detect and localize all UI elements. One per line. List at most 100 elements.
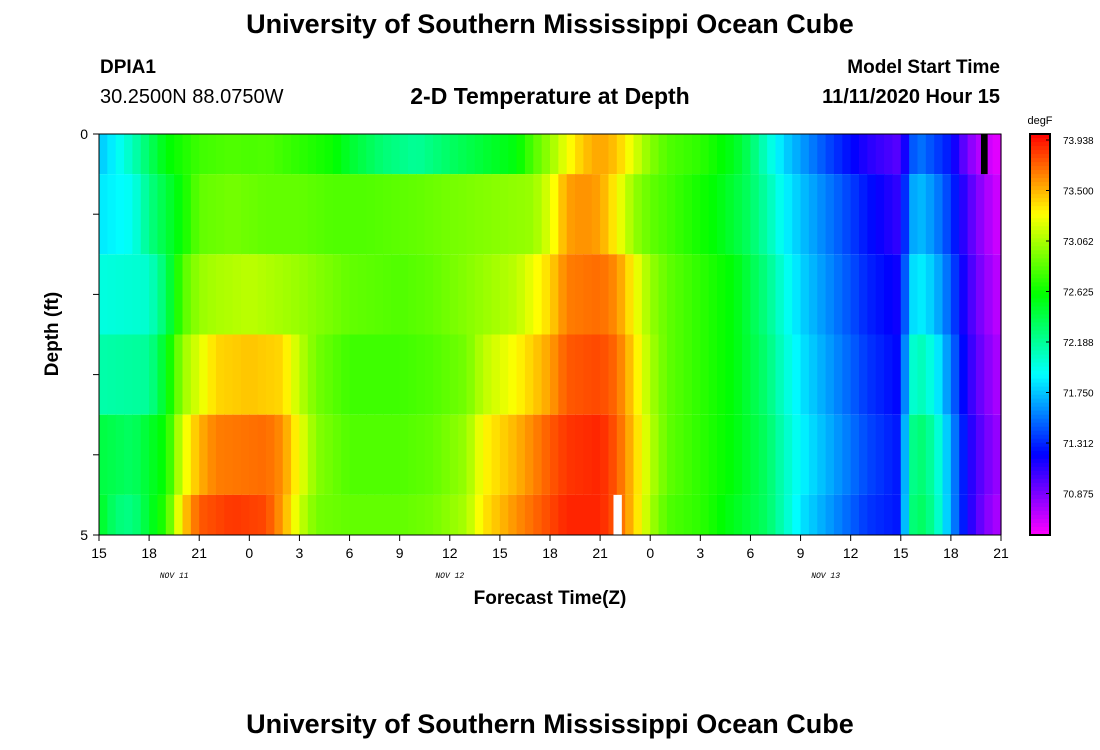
heat-cell bbox=[207, 494, 217, 535]
heat-cell bbox=[249, 414, 259, 495]
heat-cell bbox=[608, 334, 618, 415]
heat-cell bbox=[316, 414, 326, 495]
heat-cell bbox=[441, 254, 451, 335]
heat-cell bbox=[424, 134, 434, 175]
heat-cell bbox=[967, 414, 977, 495]
heat-cell bbox=[433, 414, 443, 495]
heat-cell bbox=[633, 174, 643, 255]
heat-cell bbox=[483, 494, 493, 535]
heat-cell bbox=[316, 334, 326, 415]
colorbar-tick-label: 71.750 bbox=[1063, 389, 1094, 400]
x-tick-label: 3 bbox=[296, 545, 304, 561]
heat-cell bbox=[341, 254, 351, 335]
heat-cell bbox=[675, 494, 685, 535]
station-coordinates: 30.2500N 88.0750W bbox=[100, 86, 284, 108]
heat-cell bbox=[950, 134, 960, 175]
heat-cell bbox=[491, 414, 501, 495]
colorbar-segment bbox=[1030, 282, 1050, 287]
heat-cell bbox=[99, 134, 108, 175]
heat-cell bbox=[349, 334, 359, 415]
heat-cell bbox=[249, 134, 259, 175]
colorbar-segment bbox=[1030, 246, 1050, 251]
heat-cell bbox=[374, 494, 384, 535]
heat-cell bbox=[750, 414, 760, 495]
heat-cell bbox=[541, 494, 551, 535]
colorbar-segment bbox=[1030, 418, 1050, 424]
x-axis: 15 18 21 0 3 6 9 12 15 18 21 0 3 6 9 12 15 18 21 NOV 11 NOV … bbox=[91, 535, 1009, 581]
heat-cell bbox=[382, 134, 392, 175]
heat-cell bbox=[132, 174, 142, 255]
heat-cell bbox=[132, 494, 142, 535]
heat-cell bbox=[291, 174, 301, 255]
heat-cell bbox=[583, 414, 593, 495]
heat-cell bbox=[859, 174, 868, 255]
heat-cell bbox=[925, 334, 935, 415]
heat-cell bbox=[349, 494, 359, 535]
heat-cell bbox=[357, 134, 367, 175]
heat-cell bbox=[458, 134, 468, 175]
heat-cell bbox=[566, 334, 576, 415]
heat-cell bbox=[524, 414, 534, 495]
heat-cell bbox=[608, 254, 618, 335]
heat-cell bbox=[140, 494, 150, 535]
heat-cell bbox=[708, 174, 718, 255]
heat-cell bbox=[541, 134, 551, 175]
colorbar-segment bbox=[1030, 294, 1050, 300]
y-tick-label: 5 bbox=[80, 527, 88, 543]
heat-cell bbox=[808, 414, 818, 495]
heat-cell bbox=[449, 254, 459, 335]
heat-cell bbox=[349, 174, 359, 255]
heat-cell bbox=[875, 174, 885, 255]
heat-cell bbox=[441, 414, 451, 495]
heat-cell bbox=[99, 174, 108, 255]
heat-cell bbox=[950, 174, 960, 255]
heat-cell bbox=[199, 254, 209, 335]
colorbar-segment bbox=[1030, 334, 1050, 340]
heat-cell bbox=[959, 414, 969, 495]
heat-cell bbox=[483, 334, 493, 415]
heat-cell bbox=[499, 174, 509, 255]
heat-cell bbox=[149, 334, 159, 415]
heat-cell bbox=[959, 254, 969, 335]
colorbar-tick-label: 72.188 bbox=[1063, 338, 1094, 349]
heat-cell bbox=[391, 494, 401, 535]
heat-cell bbox=[115, 134, 125, 175]
heat-cell bbox=[408, 134, 417, 175]
heat-cell bbox=[909, 174, 919, 255]
heat-cell bbox=[742, 174, 752, 255]
heat-cell bbox=[207, 134, 217, 175]
heat-cell bbox=[366, 414, 376, 495]
heat-cell bbox=[324, 134, 334, 175]
heat-cell bbox=[115, 254, 125, 335]
heat-cell bbox=[215, 414, 225, 495]
heat-cell bbox=[516, 174, 526, 255]
colorbar-segment bbox=[1030, 134, 1050, 139]
heat-cell bbox=[700, 494, 710, 535]
heat-cell bbox=[249, 174, 259, 255]
heat-cell bbox=[566, 254, 576, 335]
x-tick-label: 0 bbox=[245, 545, 253, 561]
heat-cell bbox=[533, 254, 543, 335]
heat-cell bbox=[190, 134, 200, 175]
colorbar-segment bbox=[1030, 374, 1050, 380]
heat-cell bbox=[174, 174, 184, 255]
heat-cell bbox=[900, 174, 910, 255]
heat-cell bbox=[240, 174, 250, 255]
heat-cell bbox=[257, 414, 267, 495]
colorbar-segment bbox=[1030, 306, 1050, 312]
x-tick-label: 6 bbox=[747, 545, 755, 561]
heat-cell bbox=[850, 134, 860, 175]
heat-cell bbox=[224, 494, 234, 535]
colorbar-segment bbox=[1030, 530, 1050, 536]
heat-cell bbox=[124, 494, 134, 535]
heat-cell bbox=[174, 494, 184, 535]
heat-cell bbox=[541, 174, 551, 255]
heat-cell bbox=[249, 494, 259, 535]
heat-cell bbox=[650, 174, 660, 255]
heat-cell bbox=[224, 254, 234, 335]
heat-cell bbox=[633, 414, 643, 495]
heat-cell bbox=[190, 414, 200, 495]
heat-cell bbox=[975, 134, 985, 175]
heat-cell bbox=[124, 174, 134, 255]
heat-cell bbox=[491, 254, 501, 335]
